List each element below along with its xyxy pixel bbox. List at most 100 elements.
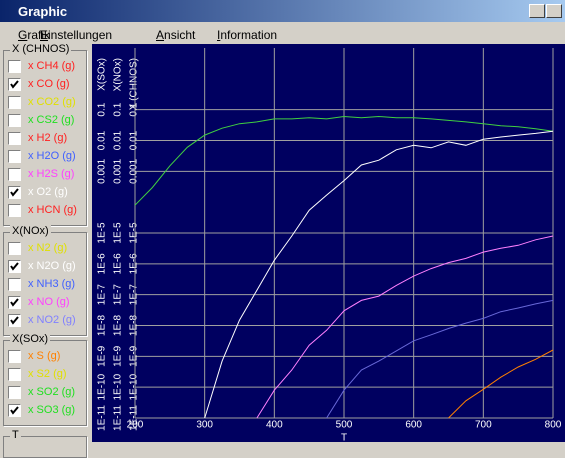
group-box: T [3, 429, 87, 458]
y-tick-label: 1E-11 [97, 405, 108, 431]
series-line [134, 115, 554, 206]
y-tick-label: 1E-10 [113, 373, 124, 400]
checkbox-label[interactable]: x SO3 (g) [28, 404, 76, 416]
y-tick-label: 1E-11 [113, 405, 124, 431]
y-tick-label: 0.01 [129, 130, 140, 150]
menu-item[interactable]: Grafik [18, 28, 51, 42]
checkbox-label[interactable]: x S2 (g) [28, 368, 67, 380]
checkbox[interactable] [8, 314, 21, 327]
checkbox[interactable] [8, 114, 21, 127]
y-tick-label: 1E-7 [97, 284, 108, 306]
checkbox-label[interactable]: x CO2 (g) [28, 96, 76, 108]
group-box: X(SOx) x S (g) x S2 (g) x SO2 (g) x SO3 (g) [3, 333, 87, 426]
checkbox-label[interactable]: x CH4 (g) [28, 60, 76, 72]
y-tick-label: 1E-7 [129, 284, 140, 306]
checkbox[interactable] [8, 168, 21, 181]
y-tick-label: 1E-9 [129, 345, 140, 367]
menu-item[interactable]: Einstellungen [40, 28, 113, 42]
y-tick-label: 1E-8 [129, 315, 140, 337]
checkbox[interactable] [8, 150, 21, 163]
checkbox-label[interactable]: x N2 (g) [28, 242, 68, 254]
checkbox[interactable] [8, 296, 21, 309]
checkbox[interactable] [8, 386, 21, 399]
y-tick-label: 1E-5 [113, 222, 124, 244]
checkbox-label[interactable]: x NH3 (g) [28, 278, 76, 290]
x-tick-label: 400 [266, 420, 283, 431]
y-tick-label: 0.001 [97, 158, 108, 183]
series-line [326, 299, 554, 419]
x-tick-label: 200 [127, 420, 144, 431]
y-tick-label: 1E-9 [97, 345, 108, 367]
checkbox[interactable] [8, 404, 21, 417]
maximize-button[interactable] [546, 4, 562, 18]
check-mark [10, 262, 19, 271]
checkbox[interactable] [8, 350, 21, 363]
y-tick-label: 1E-7 [113, 284, 124, 306]
check-mark [10, 406, 19, 415]
y-tick-label: 1E-9 [113, 345, 124, 367]
y-tick-label: 1E-6 [129, 253, 140, 275]
y-axis-label: X(SOx) [97, 58, 108, 91]
y-tick-label: 1E-10 [97, 373, 108, 400]
y-tick-label: 0.1 [113, 102, 124, 116]
checkbox-label[interactable]: x H2S (g) [28, 168, 75, 180]
y-tick-label: 0.01 [97, 130, 108, 150]
checkbox[interactable] [8, 204, 21, 217]
checkbox-label[interactable]: x HCN (g) [28, 204, 77, 216]
checkbox[interactable] [8, 60, 21, 73]
check-mark [10, 298, 19, 307]
y-tick-label: 1E-10 [129, 373, 140, 400]
x-tick-label: 300 [196, 420, 213, 431]
x-tick-label: 600 [405, 420, 422, 431]
checkbox[interactable] [8, 368, 21, 381]
checkbox-label[interactable]: x S (g) [28, 350, 61, 362]
checkbox-label[interactable]: x NO (g) [28, 296, 70, 308]
x-tick-label: 500 [336, 420, 353, 431]
checkbox-label[interactable]: x NO2 (g) [28, 314, 76, 326]
group-title: T [10, 429, 21, 441]
window-title: Graphic [18, 4, 68, 19]
y-tick-label: 1E-8 [97, 315, 108, 337]
checkbox[interactable] [8, 186, 21, 199]
checkbox[interactable] [8, 96, 21, 109]
group-title: X (CHNOS) [10, 43, 72, 55]
y-tick-label: 0.1 [97, 102, 108, 116]
checkbox-label[interactable]: x H2 (g) [28, 132, 68, 144]
y-axis-label: X (CHNOS) [129, 58, 140, 110]
checkbox[interactable] [8, 278, 21, 291]
checkbox[interactable] [8, 132, 21, 145]
x-tick-label: 800 [545, 420, 562, 431]
menu-bar: Grafik Einstellungen Ansicht Information [0, 24, 565, 44]
checkbox-label[interactable]: x SO2 (g) [28, 386, 76, 398]
checkbox-label[interactable]: x N2O (g) [28, 260, 76, 272]
group-title: X(NOx) [10, 225, 51, 237]
chart: 0.1 0.1 0.1 0.01 0.01 0.01 0.001 0.001 0.001 1E-5… [92, 44, 565, 442]
checkbox[interactable] [8, 78, 21, 91]
checkbox[interactable] [8, 242, 21, 255]
group-box: X(NOx) x N2 (g) x N2O (g) x NH3 (g) x NO (g)… [3, 225, 87, 336]
y-tick-label: 0.001 [113, 158, 124, 183]
checkbox-label[interactable]: x O2 (g) [28, 186, 68, 198]
x-axis-label: T [341, 433, 347, 442]
series-line [448, 349, 554, 419]
y-tick-label: 1E-6 [113, 253, 124, 275]
checkbox-label[interactable]: x CO (g) [28, 78, 70, 90]
checkbox-label[interactable]: x H2O (g) [28, 150, 76, 162]
menu-item[interactable]: Ansicht [156, 28, 196, 42]
series-line [204, 130, 554, 419]
series-line [256, 235, 554, 419]
y-tick-label: 0.1 [129, 102, 140, 116]
checkbox[interactable] [8, 260, 21, 273]
y-tick-label: 0.01 [113, 130, 124, 150]
minimize-button[interactable] [529, 4, 545, 18]
checkbox-label[interactable]: x CS2 (g) [28, 114, 75, 126]
x-tick-label: 700 [475, 420, 492, 431]
y-tick-label: 1E-5 [129, 222, 140, 244]
y-tick-label: 1E-6 [97, 253, 108, 275]
check-mark [10, 188, 19, 197]
menu-item[interactable]: Information [217, 28, 278, 42]
y-tick-label: 0.001 [129, 158, 140, 183]
y-tick-label: 1E-5 [97, 222, 108, 244]
y-tick-label: 1E-11 [129, 405, 140, 431]
